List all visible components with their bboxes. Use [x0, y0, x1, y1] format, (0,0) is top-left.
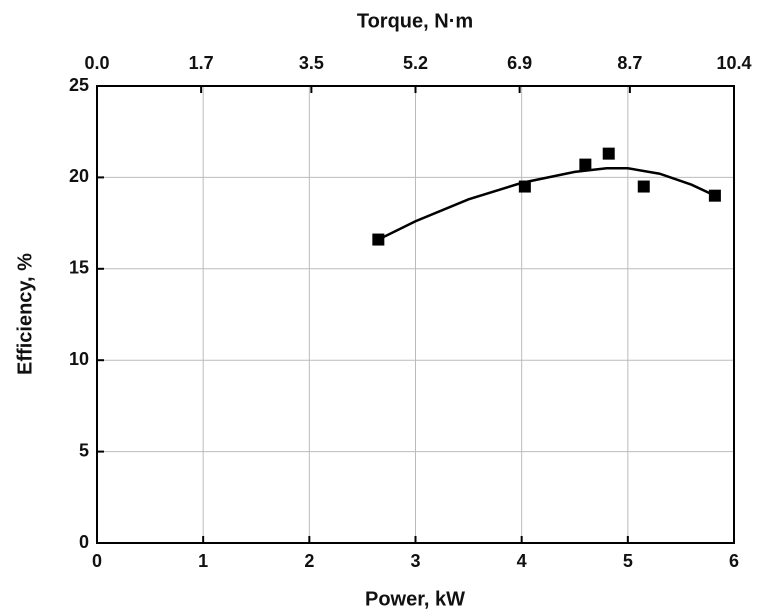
data-point	[602, 147, 615, 160]
y-tick-label: 15	[69, 258, 89, 278]
top-tick-label: 3.5	[299, 53, 324, 73]
top-tick-label: 5.2	[403, 53, 428, 73]
x-tick-label: 0	[92, 551, 102, 571]
top-tick-label: 6.9	[507, 53, 532, 73]
x-tick-label: 4	[517, 551, 527, 571]
x-tick-label: 6	[729, 551, 739, 571]
y-tick-label: 25	[69, 75, 89, 95]
y-tick-label: 0	[79, 532, 89, 552]
top-tick-label: 8.7	[617, 53, 642, 73]
data-point	[579, 158, 592, 171]
top-axis-label: Torque, N·m	[357, 10, 473, 32]
top-tick-label: 10.4	[716, 53, 751, 73]
x-tick-label: 1	[198, 551, 208, 571]
x-tick-label: 2	[304, 551, 314, 571]
x-tick-label: 3	[410, 551, 420, 571]
x-axis-label: Power, kW	[365, 588, 465, 610]
top-tick-label: 1.7	[189, 53, 214, 73]
plot-frame	[96, 85, 735, 544]
y-tick-label: 20	[69, 166, 89, 186]
y-tick-label: 5	[79, 440, 89, 460]
data-point	[637, 180, 650, 193]
fit-curve	[377, 167, 716, 241]
y-tick-label: 10	[69, 349, 89, 369]
y-axis-label: Efficiency, %	[14, 253, 36, 375]
x-tick-label: 5	[623, 551, 633, 571]
top-tick-label: 0.0	[84, 53, 109, 73]
